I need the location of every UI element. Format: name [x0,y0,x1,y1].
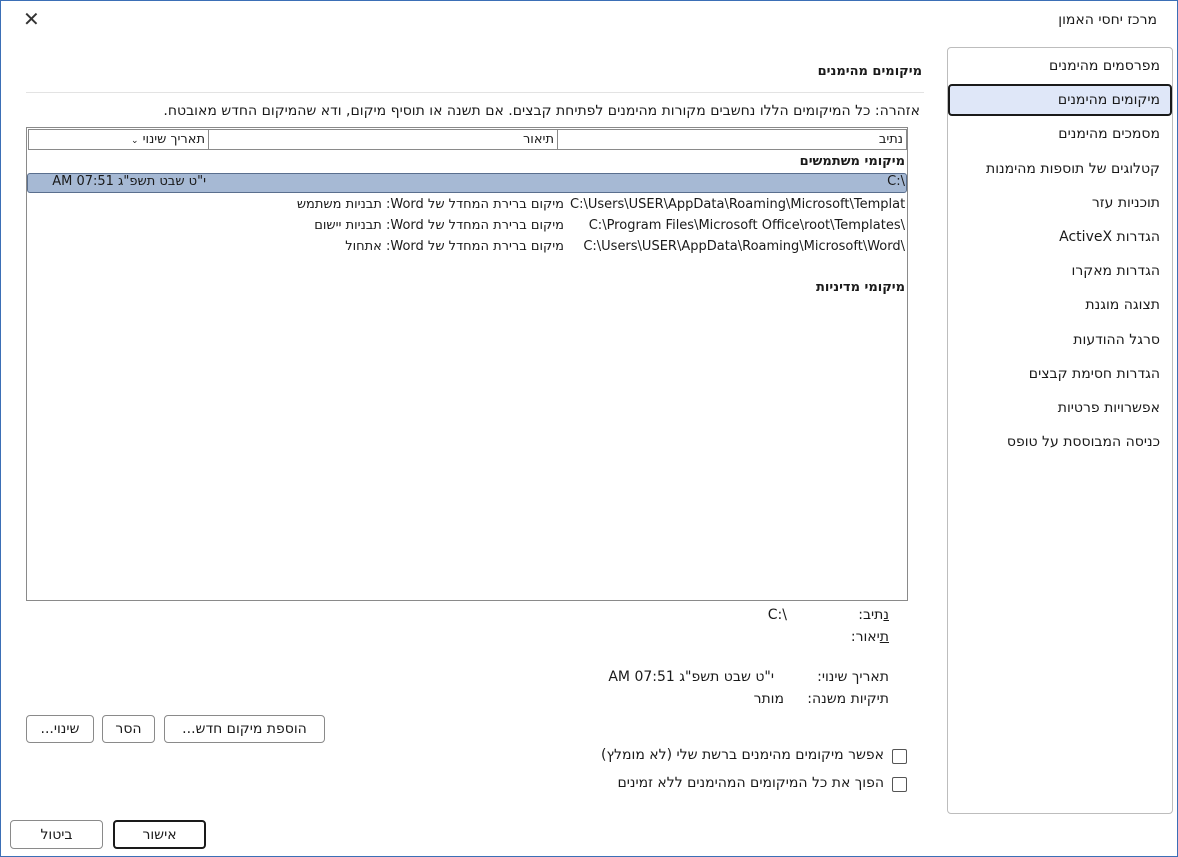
group-label-policy: מיקומי מדיניות [816,280,905,295]
remove-button[interactable]: הסר [102,715,155,743]
column-header-date[interactable]: תאריך שינוי ⌄ [28,129,209,150]
divider [26,92,924,93]
sidebar-item[interactable]: מפרסמים מהימנים [1049,58,1160,74]
page-title: מיקומים מהימנים [817,64,922,79]
disable-all-label[interactable]: הפוך את כל המיקומים המהימנים ללא זמינים [617,775,884,791]
cell-path: C:\ [887,174,905,189]
date-label: תאריך שינוי: [817,669,889,685]
path-value: C:\ [767,607,787,623]
cell-description: מיקום ברירת המחדל של Word: תבניות משתמש [296,197,564,212]
path-label-row: נתיב: [858,607,889,623]
sidebar: מפרסמים מהימנים מיקומים מהימנים מסמכים מהי… [947,47,1173,814]
sidebar-item[interactable]: תצוגה מוגנת [1085,297,1160,314]
subfolders-value: מותר [753,691,784,707]
modify-button[interactable]: שינוי... [26,715,94,743]
disable-all-checkbox[interactable] [892,777,907,792]
path-label: נתיב: [858,607,889,623]
close-icon[interactable]: ✕ [23,7,40,31]
cell-path: C:\Users\USER\AppData\Roaming\Microsoft\… [583,239,905,254]
subfolders-label: תיקיות משנה: [807,691,889,707]
header-label: תאריך שינוי [142,132,205,147]
group-label-user: מיקומי משתמשים [799,154,905,169]
warning-text: אזהרה: כל המיקומים הללו נחשבים מקורות מה… [163,103,920,119]
allow-network-checkbox[interactable] [892,749,907,764]
sidebar-item[interactable]: אפשרויות פרטיות [1057,400,1160,416]
sidebar-item[interactable]: מיקומים מהימנים [1057,92,1160,109]
column-header-path[interactable]: נתיב [557,129,907,150]
ok-button[interactable]: אישור [113,820,206,849]
selected-row-highlight [27,173,907,193]
header-label: נתיב [878,132,903,147]
cell-description: מיקום ברירת המחדל של Word: תבניות יישום [314,218,564,233]
cancel-button[interactable]: ביטול [10,820,103,849]
sidebar-item[interactable]: כניסה המבוססת על טופס [1006,434,1160,451]
cell-date: י"ט שבט תשפ"ג 07:51 AM [52,174,206,189]
sidebar-item[interactable]: מסמכים מהימנים [1058,126,1160,143]
sidebar-item[interactable]: הגדרות ActiveX [1059,229,1160,245]
column-header-description[interactable]: תיאור [208,129,558,150]
cell-path: C:\Users\USER\AppData\Roaming\Microsoft\… [570,197,905,212]
allow-network-label[interactable]: אפשר מיקומים מהימנים ברשת שלי (לא מומלץ) [601,747,884,763]
sidebar-selection [948,84,1172,116]
sidebar-item[interactable]: הגדרות מאקרו [1071,263,1160,280]
trusted-locations-table[interactable]: נתיב תיאור תאריך שינוי ⌄ מיקומי משתמשים … [26,127,908,601]
description-label: תיאור: [850,629,889,645]
add-location-button[interactable]: הוספת מיקום חדש... [164,715,325,743]
sidebar-item[interactable]: הגדרות חסימת קבצים [1028,365,1160,382]
sidebar-item[interactable]: תוכניות עזר [1091,194,1160,211]
date-value: י"ט שבט תשפ"ג 07:51 AM [608,669,774,685]
header-label: תיאור [522,132,554,147]
sidebar-item[interactable]: קטלוגים של תוספות מהימנות [986,160,1160,177]
chevron-down-icon: ⌄ [130,136,139,146]
description-label-row: תיאור: [851,629,889,645]
cell-description: מיקום ברירת המחדל של Word: אתחול [345,239,564,254]
cell-path: C:\Program Files\Microsoft Office\root\T… [588,218,905,233]
window-title: מרכז יחסי האמון [1058,12,1157,28]
sidebar-item[interactable]: סרגל ההודעות [1073,331,1160,348]
